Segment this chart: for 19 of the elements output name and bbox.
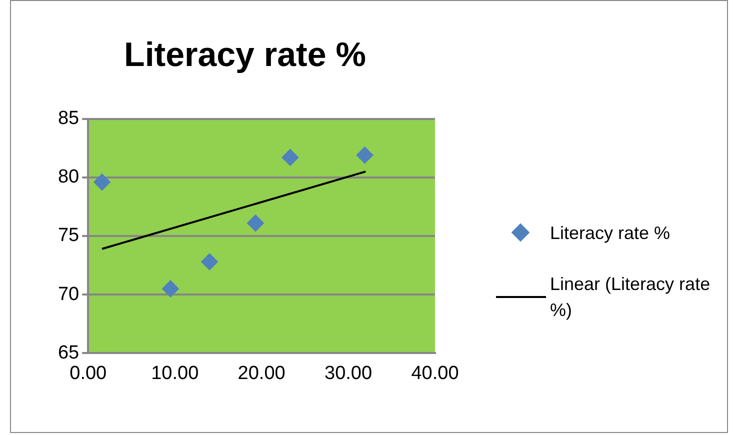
x-tick-label: 0.00 (70, 362, 107, 384)
point (246, 214, 264, 232)
chart-title: Literacy rate % (124, 36, 366, 74)
legend-label: Literacy rate % (550, 222, 672, 245)
y-tick-label: 80 (58, 166, 80, 188)
point (162, 280, 180, 298)
x-tick-label: 40.00 (411, 362, 459, 384)
y-tick-label: 75 (58, 225, 80, 246)
x-tick-label: 30.00 (324, 362, 372, 384)
point (282, 148, 299, 166)
y-tick-label: 70 (58, 284, 80, 305)
point (356, 146, 374, 164)
legend-label: Linear (Literacy rate %) (550, 273, 712, 322)
point (94, 174, 111, 191)
point (201, 253, 218, 270)
y-tick-label: 85 (58, 108, 80, 130)
x-tick-label: 20.00 (238, 362, 286, 384)
y-tick-label: 65 (58, 342, 80, 364)
x-tick-label: 10.00 (151, 362, 199, 384)
